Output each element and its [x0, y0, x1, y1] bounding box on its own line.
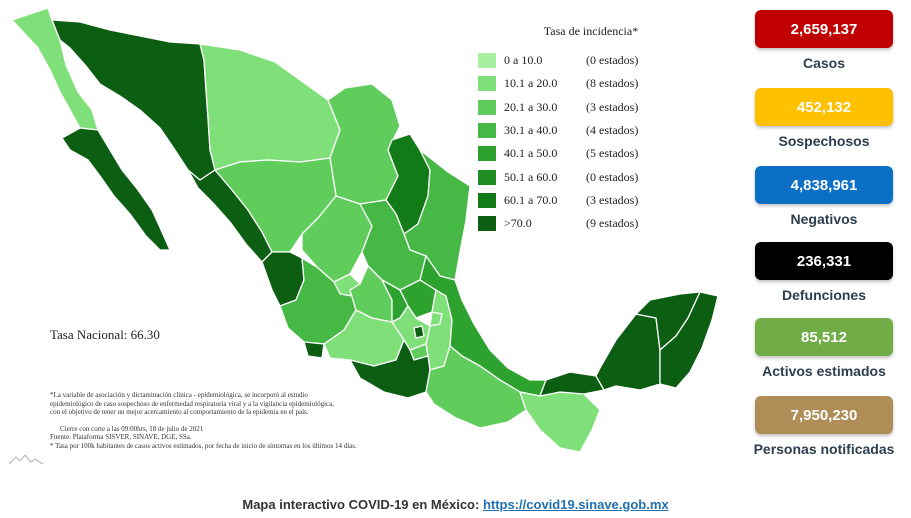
legend-item: 0 a 10.0 (0 estados): [478, 49, 678, 72]
legend-item: 30.1 a 40.0 (4 estados): [478, 119, 678, 142]
note-line: epidemiológico de caso sospechoso de enf…: [50, 399, 334, 408]
footer-link[interactable]: https://covid19.sinave.gob.mx: [482, 497, 669, 512]
footer: Mapa interactivo COVID-19 en México: htt…: [0, 497, 911, 512]
legend-range: 50.1 a 60.0: [504, 169, 558, 184]
mexico-map: [11, 7, 719, 453]
legend-count: (3 estados): [586, 99, 639, 114]
mountain-logo-icon: [8, 454, 44, 465]
stat-card: 452,132 Sospechosos: [752, 88, 896, 150]
legend-count: (9 estados): [586, 216, 639, 231]
state-guerrero[interactable]: [349, 339, 431, 399]
stat-card: 85,512 Activos estimados: [752, 318, 896, 380]
stat-value: 85,512: [755, 318, 893, 356]
state-colima[interactable]: [303, 341, 325, 359]
legend-range: 0 a 10.0: [504, 53, 543, 68]
state-coahuila[interactable]: [327, 83, 401, 205]
source-line: * Tasa por 100k habitantes de casos acti…: [50, 441, 357, 450]
stat-card: 2,659,137 Casos: [752, 10, 896, 72]
stat-label: Activos estimados: [762, 363, 886, 379]
legend-range: >70.0: [504, 216, 532, 231]
state-baja-california-sur[interactable]: [61, 127, 171, 251]
legend-count: (8 estados): [586, 76, 639, 91]
legend-swatch: [478, 53, 496, 69]
state-chiapas[interactable]: [519, 391, 601, 453]
stat-value: 452,132: [755, 88, 893, 126]
stat-label: Personas notificadas: [753, 441, 895, 457]
stat-label: Defunciones: [781, 287, 866, 303]
stat-card: 236,331 Defunciones: [752, 242, 896, 304]
legend-swatch: [478, 169, 496, 185]
legend-count: (0 estados): [586, 169, 639, 184]
state-campeche[interactable]: [595, 313, 661, 391]
tasa-nacional: Tasa Nacional: 66.30: [50, 327, 160, 342]
legend-title: Tasa de incidencia*: [543, 24, 639, 38]
legend-count: (5 estados): [586, 146, 639, 161]
notes: *La variable de asociación y dictaminaci…: [50, 391, 430, 450]
legend-item: 40.1 a 50.0 (5 estados): [478, 142, 678, 165]
legend-swatch: [478, 216, 496, 232]
stat-label: Sospechosos: [778, 133, 870, 149]
stat-card: 7,950,230 Personas notificadas: [752, 396, 896, 458]
legend-swatch: [478, 192, 496, 208]
state-tabasco[interactable]: [539, 371, 605, 397]
legend: Tasa de incidencia* 0 a 10.0 (0 estados) 1…: [478, 24, 678, 235]
stat-label: Negativos: [790, 211, 858, 227]
legend-range: 30.1 a 40.0: [504, 123, 558, 138]
legend-swatch: [478, 99, 496, 115]
source-line: Fuente: Plataforma SISVER, SINAVE, DGE, …: [50, 433, 192, 441]
stat-card: 4,838,961 Negativos: [752, 166, 896, 228]
legend-item: 20.1 a 30.0 (3 estados): [478, 96, 678, 119]
stat-value: 236,331: [755, 242, 893, 280]
legend-swatch: [478, 123, 496, 139]
legend-range: 20.1 a 30.0: [504, 99, 558, 114]
legend-count: (4 estados): [586, 123, 639, 138]
note-line: con el objetivo de tener un mejor acerca…: [50, 408, 309, 416]
legend-swatch: [478, 76, 496, 92]
legend-range: 40.1 a 50.0: [504, 146, 558, 161]
state-chihuahua[interactable]: [199, 43, 341, 171]
legend-item: 60.1 a 70.0 (3 estados): [478, 189, 678, 212]
state-cdmx[interactable]: [413, 325, 425, 339]
legend-item: 10.1 a 20.0 (8 estados): [478, 72, 678, 95]
legend-range: 60.1 a 70.0: [504, 192, 558, 207]
legend-swatch: [478, 146, 496, 162]
legend-count: (0 estados): [586, 53, 639, 68]
stat-label: Casos: [802, 55, 846, 71]
legend-count: (3 estados): [586, 192, 639, 207]
legend-item: 50.1 a 60.0 (0 estados): [478, 165, 678, 188]
footer-text: Mapa interactivo COVID-19 en México:: [242, 497, 483, 512]
stat-value: 2,659,137: [755, 10, 893, 48]
stat-value: 7,950,230: [755, 396, 893, 434]
stat-value: 4,838,961: [755, 166, 893, 204]
legend-range: 10.1 a 20.0: [504, 76, 558, 91]
legend-item: >70.0 (9 estados): [478, 212, 678, 235]
source-line: Cierre con corte a las 09:00hrs, 18 de j…: [60, 424, 204, 433]
state-quintana-roo[interactable]: [659, 291, 719, 389]
note-line: *La variable de asociación y dictaminaci…: [50, 391, 308, 399]
